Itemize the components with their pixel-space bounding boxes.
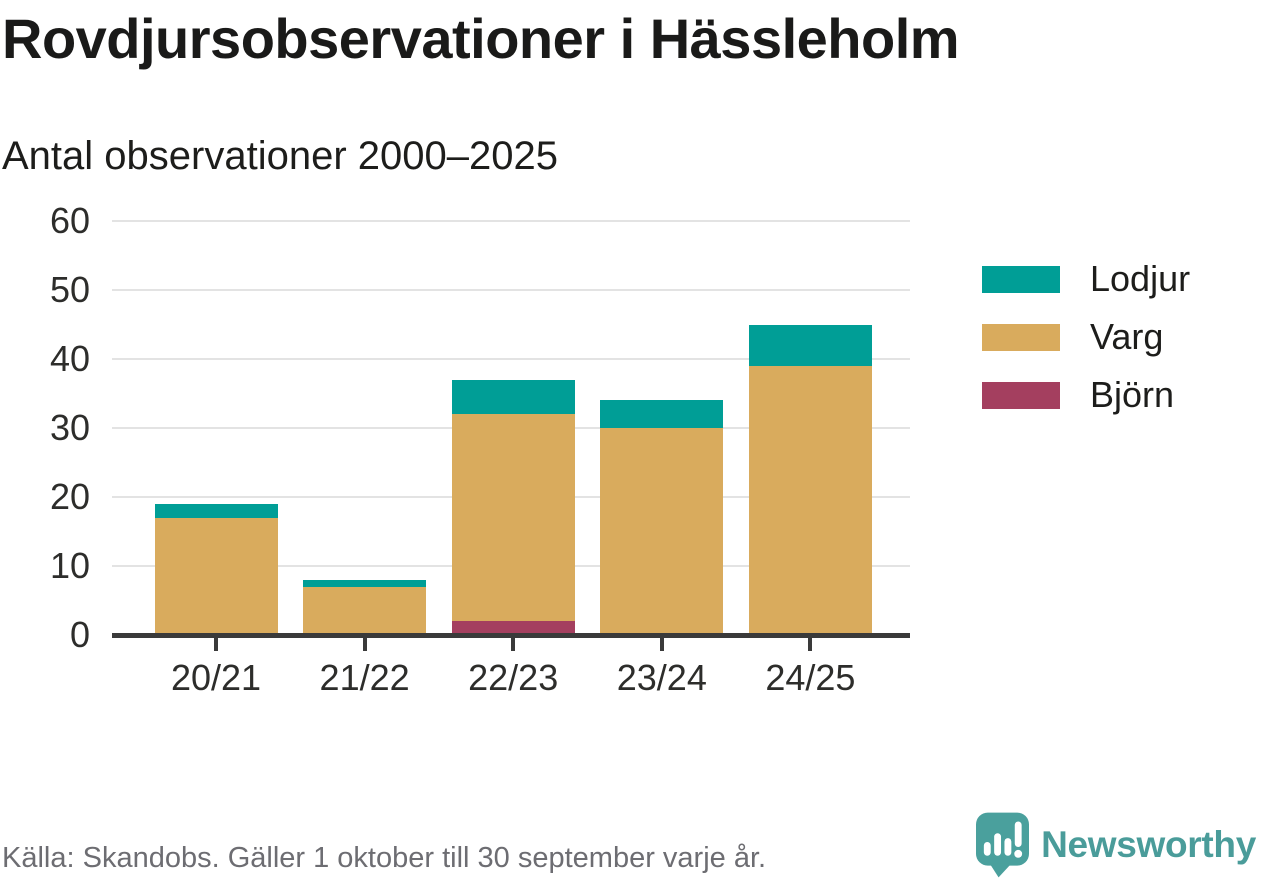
bar-segment-lodjur-20-21 <box>154 503 278 518</box>
bar-segment-lodjur-22-23 <box>451 379 575 415</box>
legend-swatch-lodjur <box>982 265 1060 293</box>
bar-segment-lodjur-24-25 <box>748 324 872 366</box>
source-note: Källa: Skandobs. Gäller 1 oktober till 3… <box>2 842 767 874</box>
x-axis-tick <box>362 638 367 651</box>
bar-segment-varg-20-21 <box>154 517 278 635</box>
y-axis-tick-label: 20 <box>49 476 90 517</box>
legend-item-björn: Björn <box>982 374 1190 415</box>
bar-segment-björn-22-23 <box>451 621 575 635</box>
bar-segment-lodjur-21-22 <box>303 579 427 587</box>
bar-segment-lodjur-23-24 <box>600 400 724 428</box>
x-axis-tick <box>511 638 516 651</box>
x-axis-tick-label: 23/24 <box>616 657 707 698</box>
x-axis-tick <box>659 638 664 651</box>
y-axis-tick-label: 30 <box>49 407 90 448</box>
x-axis-tick-label: 24/25 <box>765 657 856 698</box>
y-axis-tick-label: 10 <box>49 545 90 586</box>
legend-item-lodjur: Lodjur <box>982 258 1191 299</box>
y-axis-tick-label: 60 <box>49 200 90 241</box>
legend-label: Varg <box>1090 316 1164 357</box>
bar-segment-varg-22-23 <box>451 414 575 622</box>
bar-segment-varg-21-22 <box>303 586 427 635</box>
x-axis-tick <box>808 638 813 651</box>
x-axis-tick-label: 22/23 <box>468 657 559 698</box>
x-axis-tick-label: 21/22 <box>319 657 410 698</box>
page-title: Rovdjursobservationer i Hässleholm <box>2 7 960 70</box>
legend-label: Lodjur <box>1090 258 1191 299</box>
legend-swatch-varg <box>982 323 1060 351</box>
legend-item-varg: Varg <box>982 316 1190 357</box>
newsworthy-logo: Newsworthy <box>976 812 1256 878</box>
x-axis-line <box>112 633 910 638</box>
bar-segment-varg-23-24 <box>600 428 724 635</box>
legend-swatch-björn <box>982 381 1060 409</box>
gridline-40 <box>112 358 910 360</box>
legend: Lodjur Varg Björn <box>982 258 1191 415</box>
gridline-50 <box>112 289 910 291</box>
newsworthy-wordmark: Newsworthy <box>1041 824 1256 865</box>
y-axis-tick-label: 0 <box>69 614 90 655</box>
bar-segment-varg-24-25 <box>748 365 872 635</box>
y-axis-tick-label: 50 <box>49 269 90 310</box>
x-axis-tick-label: 20/21 <box>170 657 262 698</box>
chart-subtitle: Antal observationer 2000–2025 <box>2 134 558 178</box>
newsworthy-icon <box>976 812 1030 878</box>
x-axis-tick <box>214 638 218 651</box>
y-axis-tick-label: 40 <box>49 338 90 379</box>
gridline-60 <box>112 220 910 222</box>
legend-label: Björn <box>1090 374 1175 415</box>
